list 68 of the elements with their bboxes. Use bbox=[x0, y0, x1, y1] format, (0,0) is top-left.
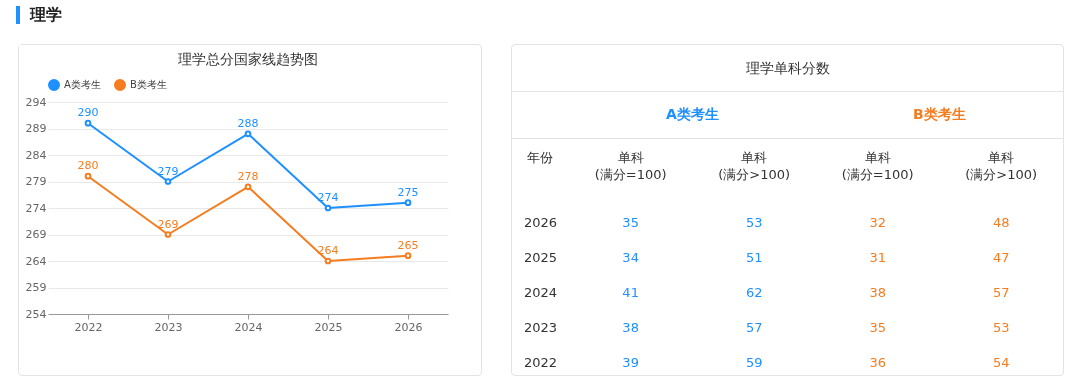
data-label: 59 bbox=[744, 354, 764, 372]
data-label: 62 bbox=[744, 284, 764, 302]
data-label: 35 bbox=[621, 214, 640, 232]
y-tick-label: 279 bbox=[25, 175, 47, 188]
x-tick-label: 单科 (满分>100) bbox=[964, 149, 1039, 184]
y-tick-label: 2024 bbox=[522, 284, 558, 302]
y-tick-label: 254 bbox=[25, 307, 47, 321]
x-tick-label: 2022 bbox=[74, 320, 103, 334]
data-label: 275 bbox=[397, 185, 419, 199]
point bbox=[244, 130, 252, 138]
data-label: 54 bbox=[991, 354, 1011, 372]
data-label: 57 bbox=[744, 319, 764, 337]
data-label: 38 bbox=[621, 319, 640, 337]
y-tick-label: 294 bbox=[25, 95, 47, 109]
data-label: 34 bbox=[621, 249, 640, 267]
point bbox=[404, 252, 412, 260]
y-tick-label: 2025 bbox=[522, 249, 558, 267]
data-label: 279 bbox=[157, 164, 179, 178]
point bbox=[84, 172, 92, 180]
point bbox=[404, 199, 412, 207]
data-label: 280 bbox=[77, 159, 99, 173]
data-label: 36 bbox=[868, 354, 887, 372]
point bbox=[244, 183, 252, 191]
point bbox=[324, 204, 332, 212]
data-label: 32 bbox=[868, 214, 887, 232]
x-tick-label: 2025 bbox=[314, 320, 343, 334]
legend-label: A类考生 bbox=[64, 79, 101, 90]
y-tick-label: 274 bbox=[25, 201, 47, 215]
data-label: 53 bbox=[991, 319, 1011, 337]
text: A类考生 bbox=[568, 92, 816, 139]
data-label: 35 bbox=[868, 319, 887, 337]
y-tick-label: 2026 bbox=[522, 214, 558, 232]
data-label: 48 bbox=[991, 214, 1011, 232]
data-label: 41 bbox=[621, 284, 640, 302]
text: 年份 bbox=[526, 149, 555, 167]
data-label: 278 bbox=[237, 169, 259, 183]
x-tick-label: 2024 bbox=[234, 320, 263, 334]
y-tick-label: 2022 bbox=[522, 354, 558, 372]
point bbox=[84, 119, 92, 127]
data-label: 47 bbox=[991, 249, 1011, 267]
y-tick-label: 289 bbox=[25, 122, 47, 135]
text: 理学 bbox=[16, 5, 62, 24]
point bbox=[164, 231, 172, 238]
data-label: 39 bbox=[621, 354, 640, 372]
x-tick-label: 单科 (满分>100) bbox=[717, 149, 792, 184]
data-label: 38 bbox=[868, 284, 887, 302]
point bbox=[324, 257, 332, 265]
text: B类考生 bbox=[815, 92, 1063, 139]
data-label: 31 bbox=[868, 249, 887, 267]
y-tick-label: 284 bbox=[25, 148, 47, 162]
data-label: 53 bbox=[744, 214, 764, 232]
data-label: 51 bbox=[744, 249, 764, 267]
data-label: 265 bbox=[397, 238, 419, 252]
x-tick-label: 2026 bbox=[394, 320, 423, 334]
data-label: 269 bbox=[157, 217, 179, 231]
legend-label: B类考生 bbox=[130, 79, 167, 90]
data-label: 57 bbox=[991, 284, 1011, 302]
x-tick-label: 单科 (满分=100) bbox=[593, 149, 668, 184]
x-tick-label: 单科 (满分=100) bbox=[840, 149, 915, 184]
y-tick-label: 259 bbox=[25, 281, 47, 294]
chart-title: 理学单科分数 bbox=[512, 45, 1063, 92]
x-tick-label: 2023 bbox=[154, 320, 183, 334]
point bbox=[164, 178, 172, 185]
y-tick-label: 264 bbox=[25, 254, 47, 268]
data-label: 288 bbox=[237, 116, 259, 130]
data-label: 290 bbox=[77, 106, 99, 120]
y-tick-label: 269 bbox=[25, 228, 47, 241]
chart-title: 理学总分国家线趋势图 bbox=[178, 51, 318, 67]
